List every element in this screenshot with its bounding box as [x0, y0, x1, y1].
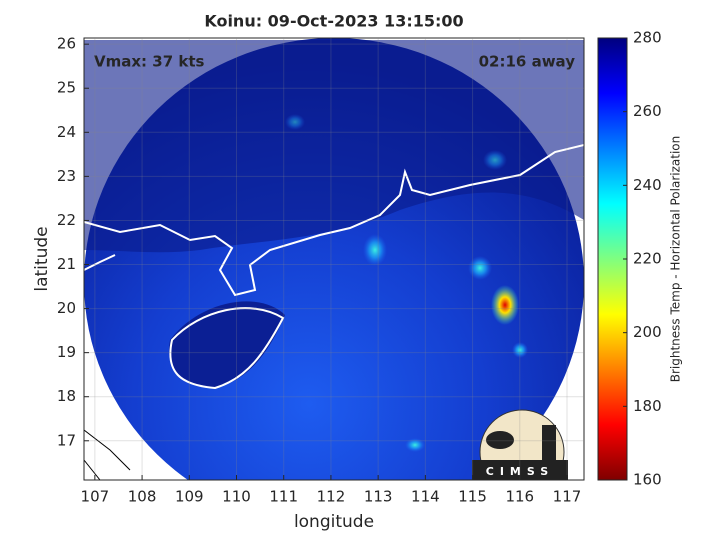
y-tick-label: 26	[57, 35, 76, 53]
y-tick-label: 21	[57, 255, 76, 273]
colorbar-tick-label: 180	[633, 397, 662, 415]
y-tick-label: 24	[57, 123, 76, 141]
x-tick-label: 115	[458, 488, 487, 506]
y-tick-label: 18	[57, 387, 76, 405]
chart-title: Koinu: 09-Oct-2023 13:15:00	[204, 12, 463, 31]
x-tick-label: 114	[411, 488, 440, 506]
y-tick-label: 25	[57, 79, 76, 97]
colorbar-label: Brightness Temp - Horizontal Polarizatio…	[669, 136, 683, 383]
colorbar-tick-label: 160	[633, 471, 662, 489]
x-axis-label: longitude	[294, 512, 374, 532]
cimss-logo	[472, 409, 568, 480]
x-tick-label: 113	[364, 488, 393, 506]
axes-box	[83, 37, 585, 481]
x-tick-label: 109	[175, 488, 204, 506]
y-tick-label: 23	[57, 167, 76, 185]
x-tick-label: 112	[317, 488, 346, 506]
colorbar-tick-label: 260	[633, 102, 662, 120]
x-tick-label: 110	[222, 488, 251, 506]
y-axis-label: latitude	[32, 226, 52, 291]
x-tick-label: 116	[505, 488, 534, 506]
colorbar	[597, 37, 628, 481]
x-tick-label: 107	[81, 488, 110, 506]
colorbar-tick-label: 200	[633, 323, 662, 341]
annotation: Vmax: 37 kts	[94, 53, 204, 71]
colorbar-tick-label: 240	[633, 176, 662, 194]
y-tick-label: 19	[57, 343, 76, 361]
y-tick-label: 22	[57, 211, 76, 229]
colorbar-tick-label: 220	[633, 250, 662, 268]
logo-text: CIMSS	[486, 465, 554, 478]
x-tick-label: 111	[269, 488, 298, 506]
y-tick-label: 20	[57, 299, 76, 317]
x-tick-label: 108	[128, 488, 157, 506]
satellite-image	[84, 38, 584, 480]
x-tick-label: 117	[553, 488, 582, 506]
annotation: 02:16 away	[479, 53, 576, 71]
colorbar-tick-label: 280	[633, 29, 662, 47]
y-tick-label: 17	[57, 431, 76, 449]
